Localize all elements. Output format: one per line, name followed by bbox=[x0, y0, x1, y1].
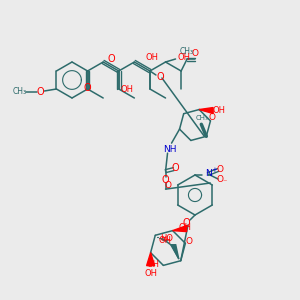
Text: O: O bbox=[186, 237, 193, 246]
Text: OH: OH bbox=[146, 53, 159, 62]
Text: OH: OH bbox=[178, 223, 191, 232]
Polygon shape bbox=[199, 107, 213, 113]
Text: O: O bbox=[156, 72, 164, 82]
Text: NH: NH bbox=[163, 145, 176, 154]
Text: O: O bbox=[162, 175, 170, 185]
Text: O: O bbox=[182, 218, 190, 228]
Text: OH: OH bbox=[145, 269, 158, 278]
Text: O: O bbox=[164, 181, 171, 190]
Text: O: O bbox=[84, 83, 92, 93]
Polygon shape bbox=[173, 226, 187, 232]
Text: CH₃: CH₃ bbox=[196, 115, 209, 121]
Text: O: O bbox=[37, 87, 44, 97]
Text: O: O bbox=[107, 53, 115, 64]
Text: O: O bbox=[217, 164, 224, 173]
Text: O: O bbox=[217, 176, 224, 184]
Text: OH: OH bbox=[146, 260, 159, 269]
Text: O: O bbox=[209, 113, 216, 122]
Text: O: O bbox=[172, 163, 179, 173]
Text: CH₃: CH₃ bbox=[12, 88, 26, 97]
Polygon shape bbox=[147, 253, 154, 266]
Text: OH: OH bbox=[120, 85, 133, 94]
Text: +: + bbox=[211, 167, 217, 173]
Text: OH: OH bbox=[159, 236, 172, 245]
Text: OH: OH bbox=[213, 106, 226, 115]
Text: ⁻: ⁻ bbox=[223, 178, 227, 187]
Text: HO: HO bbox=[160, 234, 173, 243]
Text: OH: OH bbox=[177, 53, 190, 62]
Text: N: N bbox=[205, 169, 212, 178]
Polygon shape bbox=[171, 245, 179, 259]
Text: O: O bbox=[192, 50, 199, 58]
Text: CH₃: CH₃ bbox=[180, 46, 194, 56]
